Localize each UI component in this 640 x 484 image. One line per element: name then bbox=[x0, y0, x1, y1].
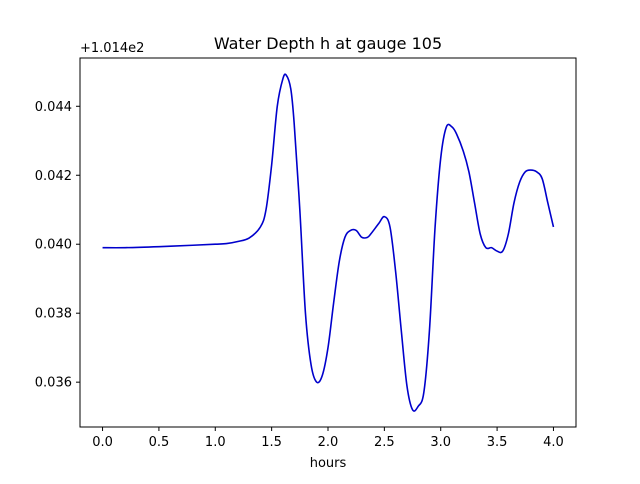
chart-title: Water Depth h at gauge 105 bbox=[214, 34, 442, 53]
x-tick-label: 3.0 bbox=[430, 435, 451, 450]
x-tick-label: 4.0 bbox=[543, 435, 564, 450]
x-tick-label: 0.5 bbox=[149, 435, 170, 450]
x-tick-label: 2.5 bbox=[374, 435, 395, 450]
y-tick-label: 0.044 bbox=[35, 100, 72, 115]
x-tick-label: 1.0 bbox=[205, 435, 226, 450]
y-tick-label: 0.038 bbox=[35, 307, 72, 322]
series-line-water-depth bbox=[102, 73, 555, 412]
x-tick-label: 2.0 bbox=[318, 435, 339, 450]
x-tick-label: 3.5 bbox=[487, 435, 508, 450]
plot-area: 0.0 0.5 1.0 1.5 2.0 2.5 3.0 3.5 4.0 0.036 0.038 0.0… bbox=[35, 57, 577, 450]
x-axis-label: hours bbox=[310, 456, 347, 471]
plot-frame bbox=[79, 57, 577, 428]
x-tick-label: 0.0 bbox=[92, 435, 113, 450]
y-axis-offset-label: +1.014e2 bbox=[80, 41, 144, 56]
y-tick-label: 0.040 bbox=[35, 238, 72, 253]
y-tick-label: 0.036 bbox=[35, 376, 72, 391]
x-tick-label: 1.5 bbox=[261, 435, 282, 450]
y-tick-label: 0.042 bbox=[35, 169, 72, 184]
